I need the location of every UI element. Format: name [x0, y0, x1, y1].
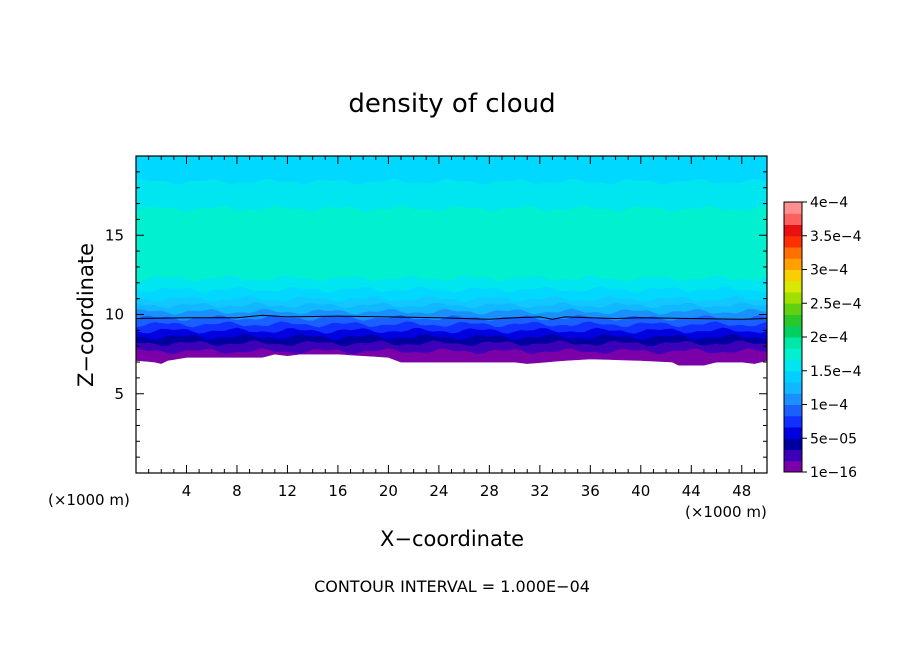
colorbar-swatch — [784, 449, 802, 462]
x-axis-left-unit: (×1000 m) — [48, 491, 130, 509]
colorbar-swatch — [784, 303, 802, 315]
colorbar-swatch — [784, 235, 802, 248]
x-tick-label: 44 — [682, 482, 701, 500]
y-tick-label: 10 — [105, 306, 124, 324]
colorbar-swatch — [784, 438, 802, 450]
colorbar-swatch — [784, 460, 802, 473]
contour-line-1e-4 — [135, 314, 768, 320]
x-axis-right-unit: (×1000 m) — [685, 503, 767, 521]
x-tick-label: 8 — [232, 482, 242, 500]
colorbar-swatch — [784, 280, 802, 293]
x-tick-label: 48 — [732, 482, 751, 500]
contour-interval-note: CONTOUR INTERVAL = 1.000E−04 — [314, 577, 590, 596]
colorbar-tick-label: 2e−4 — [810, 330, 848, 346]
colorbar-tick-label: 5e−05 — [810, 431, 857, 447]
y-axis-label: Z−coordinate — [74, 243, 98, 387]
x-tick-label: 32 — [530, 482, 549, 500]
colorbar-swatch — [784, 415, 802, 428]
colorbar-tick-label: 3.5e−4 — [810, 229, 862, 245]
x-tick-label: 12 — [278, 482, 297, 500]
colorbar-tick-label: 1.5e−4 — [810, 364, 862, 380]
y-axis: 5 10 15 — [105, 171, 767, 458]
colorbar-swatch — [784, 359, 802, 372]
colorbar-tick-label: 1e−4 — [810, 398, 848, 414]
x-axis-label: X−coordinate — [380, 527, 524, 551]
y-tick-label: 15 — [105, 226, 124, 244]
x-tick-label: 24 — [429, 482, 448, 500]
colorbar-labels: 4e−4 3.5e−4 3e−4 2.5e−4 2e−4 1.5e−4 1e−4 5e−05 1… — [802, 195, 862, 481]
colorbar-swatch — [784, 427, 802, 439]
colorbar-swatch — [784, 348, 802, 360]
colorbar-swatch — [784, 224, 802, 237]
colorbar-swatch — [784, 269, 802, 282]
x-tick-label: 4 — [182, 482, 192, 500]
colorbar-swatch — [784, 404, 802, 417]
x-tick-label: 28 — [480, 482, 499, 500]
colorbar-tick-label: 3e−4 — [810, 263, 848, 279]
colorbar-tick-label: 4e−4 — [810, 195, 848, 211]
contour-band — [135, 204, 768, 282]
colorbar-swatch — [784, 202, 802, 214]
colorbar-swatch — [784, 337, 802, 349]
colorbar-swatch — [784, 370, 802, 383]
x-axis: 4 8 12 16 20 24 28 32 36 40 44 48 — [148, 156, 755, 500]
colorbar-swatch — [784, 258, 802, 270]
y-tick-label: 5 — [114, 385, 124, 403]
colorbar-tick-label: 1e−16 — [810, 465, 857, 481]
colorbar-swatch — [784, 247, 802, 259]
x-tick-label: 16 — [328, 482, 347, 500]
contour-fill — [135, 155, 768, 366]
colorbar-swatch — [784, 393, 802, 405]
colorbar-swatch — [784, 213, 802, 225]
colorbar — [783, 201, 803, 473]
colorbar-swatch — [784, 292, 802, 304]
x-tick-label: 40 — [631, 482, 650, 500]
x-tick-label: 20 — [379, 482, 398, 500]
chart-title: density of cloud — [348, 89, 555, 119]
colorbar-swatch — [784, 382, 802, 394]
colorbar-swatch — [784, 325, 802, 338]
x-tick-label: 36 — [581, 482, 600, 500]
colorbar-tick-label: 2.5e−4 — [810, 296, 862, 312]
colorbar-swatch — [784, 314, 802, 327]
